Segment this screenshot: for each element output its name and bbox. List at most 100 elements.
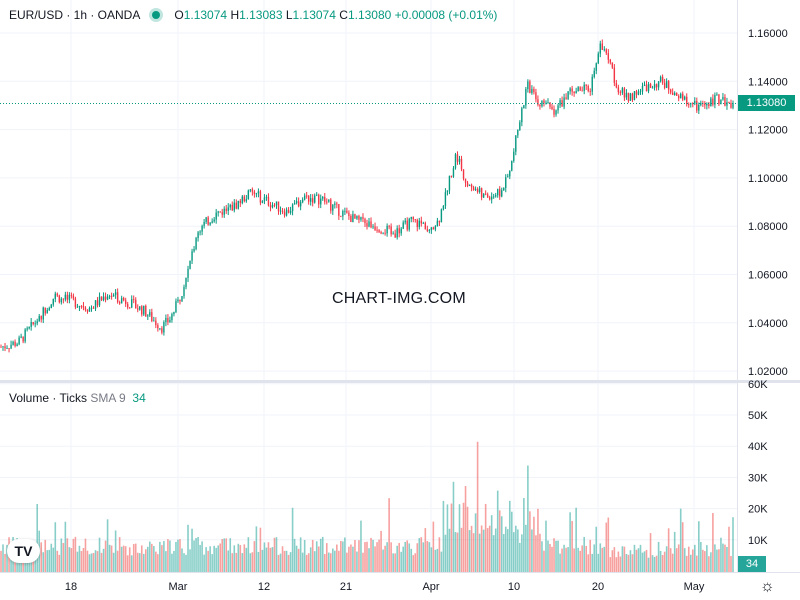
- candle-body: [175, 301, 177, 313]
- settings-gear-icon[interactable]: ☼: [760, 578, 775, 595]
- volume-bar: [338, 550, 340, 572]
- candle-body: [261, 200, 264, 203]
- volume-bar: [659, 550, 662, 572]
- candle-body: [718, 94, 720, 105]
- candle-body: [446, 190, 449, 193]
- candle-body: [440, 209, 443, 223]
- volume-bar: [633, 544, 636, 572]
- candle-body: [639, 91, 642, 93]
- candle-body: [255, 193, 258, 195]
- candle-body: [277, 201, 280, 212]
- candle-body: [416, 219, 418, 228]
- candle-body: [219, 211, 221, 213]
- volume-bar: [460, 527, 463, 572]
- volume-bar: [406, 540, 409, 572]
- candle-body: [48, 308, 50, 310]
- volume-bar: [484, 503, 487, 572]
- candle-body: [66, 294, 69, 300]
- candle-body: [686, 96, 688, 105]
- candle-body: [328, 199, 330, 202]
- volume-bar: [436, 548, 439, 572]
- volume-bar: [541, 541, 543, 572]
- volume-bar: [523, 498, 525, 572]
- candle-body: [62, 298, 65, 300]
- volume-bar: [502, 534, 505, 572]
- volume-bar: [456, 532, 459, 572]
- candle-body: [545, 102, 547, 104]
- candle-body: [340, 215, 342, 217]
- volume-bar: [414, 553, 417, 572]
- candle-body: [0, 346, 2, 348]
- volume-bar: [480, 525, 483, 572]
- volume-bar: [98, 537, 101, 572]
- volume-bar: [92, 553, 95, 572]
- volume-bar: [207, 550, 209, 572]
- candle-body: [283, 211, 286, 216]
- candle-body: [114, 292, 117, 295]
- volume-bar: [372, 539, 374, 572]
- volume-bar: [595, 526, 598, 572]
- price-tick-label: 1.02000: [748, 366, 788, 378]
- volume-bar: [239, 545, 242, 572]
- volume-bar: [203, 554, 205, 572]
- volume-bar: [730, 556, 732, 572]
- candle-body: [583, 84, 585, 91]
- candle-body: [426, 229, 429, 231]
- volume-bar: [342, 541, 344, 572]
- candle-body: [462, 169, 465, 179]
- volume-bar: [605, 522, 608, 572]
- volume-bar: [269, 547, 272, 572]
- volume-bar: [394, 553, 396, 572]
- volume-bar: [696, 555, 698, 572]
- candle-body: [68, 294, 71, 300]
- volume-bar: [163, 541, 165, 572]
- candle-body: [120, 298, 123, 304]
- volume-bar: [565, 547, 567, 572]
- volume-bar: [54, 522, 57, 572]
- candle-body: [486, 194, 489, 198]
- candle-body: [173, 312, 175, 315]
- volume-bar: [376, 542, 378, 572]
- volume-title[interactable]: Volume · Ticks: [9, 391, 88, 405]
- candle-body: [217, 211, 219, 213]
- candle-body: [141, 306, 143, 315]
- volume-bar: [506, 529, 509, 572]
- volume-bar: [547, 540, 549, 572]
- volume-bar: [392, 553, 394, 572]
- candle-body: [533, 88, 535, 93]
- volume-bar: [153, 546, 155, 572]
- volume-bar: [382, 549, 384, 572]
- volume-bar: [667, 528, 670, 572]
- volume-bar: [726, 546, 728, 572]
- volume-bar: [283, 550, 286, 572]
- candle-body: [575, 91, 577, 94]
- candle-body: [52, 299, 54, 305]
- candle-body: [490, 196, 493, 200]
- volume-bar: [44, 539, 47, 572]
- candle-body: [346, 210, 348, 213]
- symbol-title[interactable]: EUR/USD · 1h · OANDA: [9, 8, 141, 22]
- volume-tick-label: 10K: [748, 535, 768, 547]
- volume-bar: [613, 547, 616, 572]
- candle-body: [312, 198, 314, 203]
- candle-body: [366, 223, 368, 227]
- candle-body: [301, 199, 304, 203]
- candle-body: [12, 341, 14, 345]
- volume-bar: [159, 541, 161, 572]
- candle-body: [541, 100, 543, 107]
- volume-bar: [563, 544, 565, 572]
- volume-bar: [175, 541, 177, 572]
- volume-bar: [84, 538, 87, 572]
- candle-body: [629, 93, 632, 101]
- candle-body: [22, 336, 24, 342]
- volume-bar: [354, 540, 356, 572]
- candle-body: [36, 321, 38, 324]
- candle-body: [448, 175, 451, 191]
- volume-bar: [309, 547, 312, 572]
- candle-body: [299, 202, 302, 207]
- volume-bar: [229, 538, 232, 572]
- candle-body: [474, 189, 477, 190]
- tradingview-logo-icon[interactable]: TV: [7, 539, 40, 563]
- time-tick-label: May: [684, 581, 705, 593]
